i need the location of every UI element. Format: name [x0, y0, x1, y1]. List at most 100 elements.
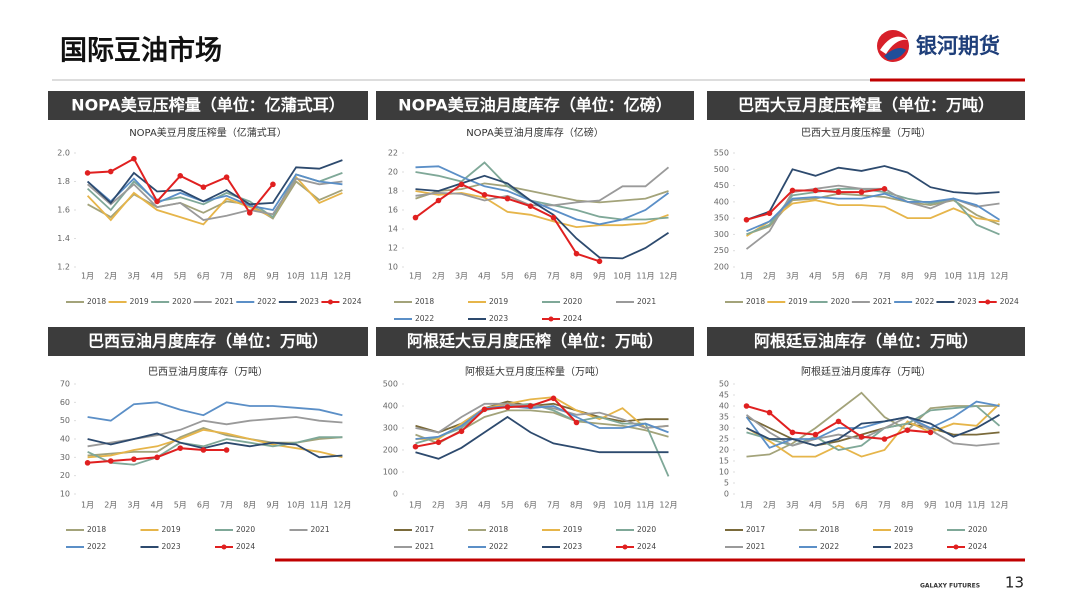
y-tick-label: 70	[60, 380, 70, 389]
x-tick-label: 2月	[104, 501, 117, 510]
x-tick-label: 12月	[990, 501, 1008, 510]
legend-label: 2017	[415, 525, 434, 534]
point	[131, 155, 137, 162]
series-line	[746, 192, 1000, 233]
y-tick-label: 10	[60, 490, 70, 499]
point	[881, 186, 888, 192]
x-tick-label: 7月	[220, 272, 233, 281]
point	[504, 195, 511, 202]
x-tick-label: 3月	[455, 272, 468, 281]
point	[596, 258, 603, 265]
y-tick-label: 10	[388, 263, 398, 272]
y-tick-label: 300	[714, 230, 729, 239]
x-tick-label: 8月	[243, 501, 256, 510]
legend-marker	[985, 299, 991, 305]
point	[743, 216, 750, 223]
x-tick-label: 4月	[809, 501, 822, 510]
x-tick-label: 9月	[924, 501, 937, 510]
x-tick-label: 12月	[659, 501, 677, 510]
x-tick-label: 2月	[104, 272, 117, 281]
series-line	[86, 159, 343, 206]
legend-label: 2021	[637, 297, 656, 306]
x-tick-label: 4月	[151, 501, 164, 510]
y-tick-label: 500	[383, 380, 398, 389]
point	[177, 445, 184, 451]
series-line	[746, 403, 1001, 458]
point	[458, 428, 465, 435]
y-tick-label: 15	[719, 457, 729, 466]
y-tick-label: 40	[719, 402, 729, 411]
point	[812, 187, 819, 194]
legend-label: 2023	[162, 542, 181, 551]
legend-label: 2019	[130, 297, 149, 306]
point	[412, 214, 419, 221]
legend-label: 2022	[87, 542, 106, 551]
point	[881, 436, 888, 442]
panel-header	[48, 91, 368, 120]
panel-header	[376, 327, 694, 356]
x-tick-label: 10月	[287, 272, 305, 281]
series-line	[415, 397, 578, 448]
y-tick-label: 45	[719, 391, 729, 400]
y-tick-label: 0	[724, 490, 729, 499]
x-tick-label: 7月	[547, 272, 560, 281]
panel-header	[707, 91, 1025, 120]
point	[154, 454, 160, 461]
y-tick-label: 1.2	[57, 263, 70, 272]
legend-label: 2019	[162, 525, 181, 534]
y-tick-label: 200	[714, 263, 729, 272]
x-tick-label: 3月	[455, 501, 468, 510]
point	[223, 174, 230, 181]
chart-title: 阿根廷大豆月度压榨量（万吨）	[465, 365, 605, 378]
point	[927, 429, 934, 436]
series-line	[87, 173, 343, 211]
series-line	[415, 165, 670, 226]
point	[550, 395, 557, 402]
point	[246, 210, 253, 216]
legend-label: 2022	[915, 297, 934, 306]
point	[223, 447, 230, 453]
point	[84, 170, 91, 176]
logo-icon	[877, 30, 909, 62]
legend-label: 2018	[489, 525, 508, 534]
point	[573, 250, 580, 257]
y-tick-label: 40	[60, 435, 70, 444]
x-tick-label: 6月	[524, 501, 537, 510]
legend-marker	[327, 299, 333, 305]
y-tick-label: 1.8	[57, 177, 70, 186]
x-tick-label: 6月	[855, 501, 868, 510]
y-tick-label: 50	[719, 380, 729, 389]
point	[527, 403, 534, 409]
chart-title: 巴西豆油月度库存（万吨）	[148, 365, 268, 378]
legend-label: 2021	[415, 542, 434, 551]
x-tick-label: 12月	[659, 272, 677, 281]
x-tick-label: 3月	[127, 501, 140, 510]
x-tick-label: 9月	[593, 272, 606, 281]
legend-label: 2024	[342, 297, 361, 306]
x-tick-label: 7月	[547, 501, 560, 510]
point	[766, 210, 773, 217]
x-tick-label: 10月	[613, 272, 631, 281]
chart-title: 巴西大豆月度压榨量（万吨）	[801, 126, 931, 139]
legend-label: 2023	[894, 542, 913, 551]
x-tick-label: 1月	[81, 272, 94, 281]
point	[835, 189, 842, 195]
y-tick-label: 30	[60, 453, 70, 462]
y-tick-label: 400	[383, 402, 398, 411]
legend-label: 2021	[311, 525, 330, 534]
y-tick-label: 22	[388, 149, 398, 158]
point	[573, 419, 580, 426]
point	[481, 192, 488, 198]
point	[835, 418, 842, 425]
x-tick-label: 5月	[501, 272, 514, 281]
point	[481, 406, 488, 413]
x-tick-label: 1月	[81, 501, 94, 510]
x-tick-label: 1月	[409, 501, 422, 510]
legend-label: 2024	[236, 542, 255, 551]
legend-label: 2024	[968, 542, 987, 551]
x-tick-label: 11月	[310, 272, 328, 281]
x-tick-label: 6月	[197, 272, 210, 281]
legend-label: 2017	[746, 525, 765, 534]
x-tick-label: 8月	[570, 272, 583, 281]
y-tick-label: 200	[383, 446, 398, 455]
